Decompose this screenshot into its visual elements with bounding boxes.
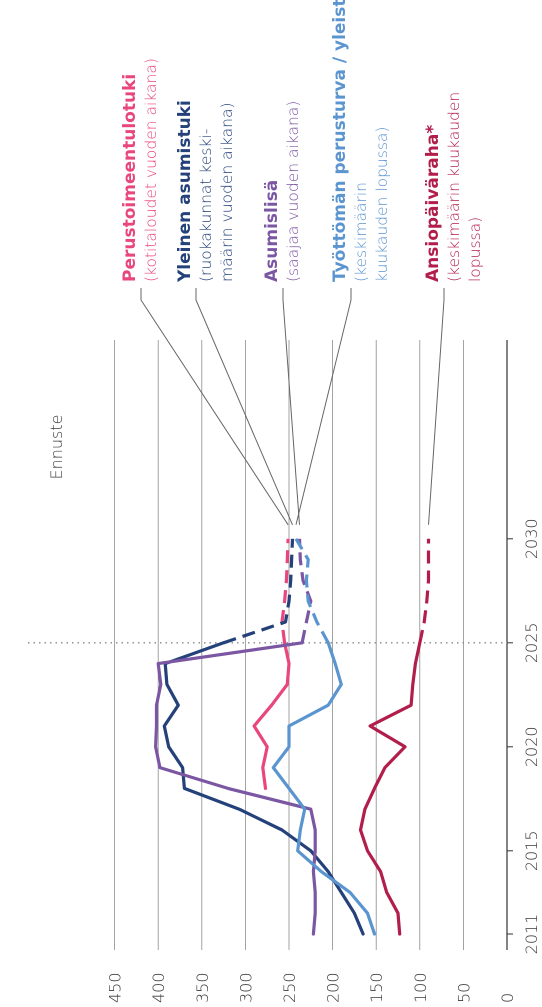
forecast-marker: Ennuste — [28, 415, 507, 644]
series-3-forecast-line — [297, 538, 313, 644]
series-4-actual-line — [271, 641, 377, 936]
forecast-label: Ennuste — [47, 415, 66, 480]
legend-series-description: (kotitaloudet vuoden aikana) — [142, 58, 160, 282]
series-1-forecast-line — [280, 538, 290, 643]
year-tick-label: 2020 — [522, 726, 541, 767]
legend-series-name: Perustoimeentulotuki — [120, 74, 140, 282]
year-tick-label: 2011 — [522, 914, 541, 955]
series-lines — [154, 537, 431, 936]
year-tick-labels: 2011 2015 2020 2025 2030 — [507, 518, 541, 954]
value-tick-label: 200 — [324, 972, 343, 1003]
legend-entry: Asumislisä (saajaa vuoden aikana) — [262, 101, 302, 282]
value-tick-label: 300 — [236, 972, 255, 1003]
legend-series-description: (ruokakunnat keski- — [197, 129, 215, 282]
series-2-forecast-line — [223, 538, 295, 645]
legend-series-description: (keskimäärin — [352, 182, 370, 282]
value-tick-label: 150 — [367, 972, 386, 1003]
value-tick-label: 400 — [149, 972, 168, 1003]
legend-leader-line — [295, 288, 352, 525]
series-2-actual-line — [162, 641, 365, 936]
series-5-actual-line — [358, 641, 422, 936]
legend-leader-line — [195, 288, 293, 525]
series-5-forecast-line — [418, 538, 431, 644]
legend-series-name: Asumislisä — [262, 180, 282, 282]
legend-series-description: määrin vuoden aikana) — [218, 102, 236, 282]
legend-series-description: (saajaa vuoden aikana) — [284, 101, 302, 282]
value-tick-label: 50 — [454, 983, 473, 1003]
legend-entry: Perustoimeentulotuki (kotitaloudet vuoden… — [120, 58, 160, 282]
series-1-actual-line — [252, 641, 291, 790]
legend-leader-line — [282, 288, 300, 525]
value-tick-label: 100 — [411, 972, 430, 1003]
legend-series-description: lopussa) — [466, 217, 484, 282]
value-tick-label: 450 — [106, 972, 125, 1003]
year-tick-label: 2025 — [522, 622, 541, 663]
legend-series-description: kuukauden lopussa) — [373, 127, 391, 282]
series-4-forecast-line — [294, 537, 330, 644]
value-tick-label: 250 — [280, 972, 299, 1003]
legend-series-name: Työttömän perusturva / yleistuki — [330, 0, 350, 282]
legend-leader-lines — [140, 288, 445, 526]
legend-series-description: (keskimäärin kuukauden — [445, 92, 463, 282]
legend-entry: Ansiopäiväraha* (keskimäärin kuukauden lop… — [423, 92, 484, 282]
legend-entry: Työttömän perusturva / yleistuki (keskimä… — [330, 0, 391, 282]
legend-series-name: Ansiopäiväraha* — [423, 125, 443, 282]
year-tick-label: 2015 — [522, 830, 541, 871]
series-3-actual-line — [154, 641, 317, 936]
value-tick-label: 0 — [498, 993, 517, 1003]
legend-leader-line — [428, 288, 445, 525]
gridlines — [114, 340, 508, 950]
legend-series-name: Yleinen asumistuki — [175, 100, 195, 283]
value-tick-label: 350 — [193, 972, 212, 1003]
legend: Perustoimeentulotuki (kotitaloudet vuoden… — [120, 0, 484, 283]
value-tick-labels: 0 50 100 150 200 250 300 350 400 450 — [106, 972, 517, 1003]
legend-entry: Yleinen asumistuki (ruokakunnat keski-mää… — [175, 100, 236, 283]
year-tick-label: 2030 — [522, 518, 541, 559]
legend-leader-line — [140, 288, 289, 526]
